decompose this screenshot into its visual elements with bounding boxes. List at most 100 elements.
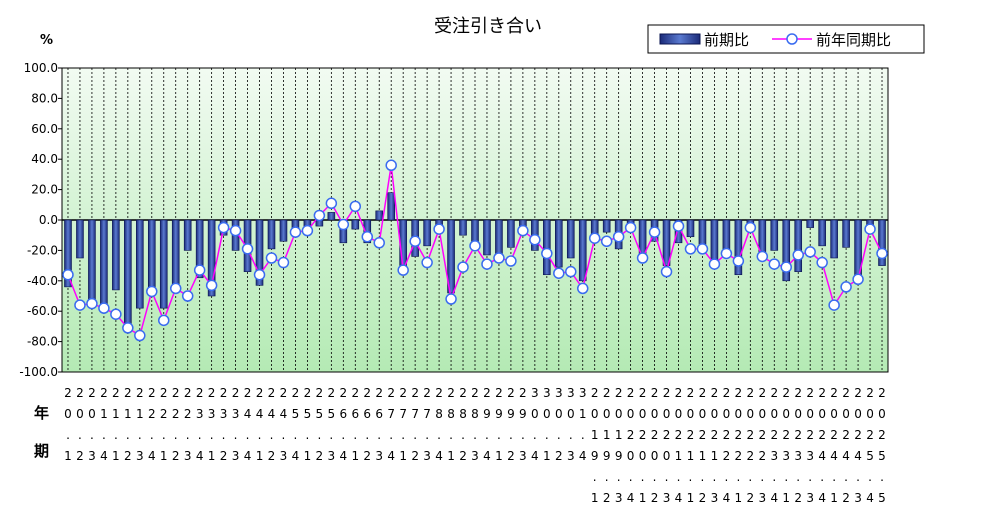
line-marker bbox=[217, 221, 230, 234]
line-marker bbox=[768, 258, 781, 270]
line-marker bbox=[505, 255, 517, 267]
bar bbox=[794, 219, 803, 272]
line-marker bbox=[708, 258, 721, 270]
line-marker bbox=[433, 223, 445, 235]
bar bbox=[64, 219, 72, 288]
x-tick-label: 2020.3 bbox=[660, 386, 674, 512]
line-marker bbox=[205, 279, 218, 292]
y-tick-label: 20.0 bbox=[31, 183, 58, 197]
x-tick-label: 25.3 bbox=[324, 386, 338, 470]
x-tick-label: 2022.1 bbox=[731, 386, 745, 512]
legend: 前期比 前年同期比 bbox=[647, 24, 925, 54]
x-tick-label: 2020.2 bbox=[648, 386, 662, 512]
bar bbox=[207, 219, 216, 297]
x-tick-label: 2019.2 bbox=[600, 386, 614, 512]
bar bbox=[195, 219, 204, 279]
line-marker bbox=[110, 308, 122, 320]
line-marker bbox=[684, 243, 697, 255]
y-tick-label: -100.0 bbox=[19, 365, 58, 379]
line-marker bbox=[62, 268, 74, 281]
bar bbox=[279, 219, 288, 242]
line-marker bbox=[158, 314, 170, 327]
line-marker bbox=[481, 258, 493, 270]
line-marker bbox=[169, 282, 182, 295]
x-tick-label: 26.1 bbox=[348, 386, 362, 470]
line-marker bbox=[816, 256, 828, 269]
x-tick-label: 2019.1 bbox=[588, 386, 602, 512]
legend-label: 前年同期比 bbox=[816, 31, 891, 49]
x-tick-label: 2021.3 bbox=[707, 386, 721, 512]
bar bbox=[387, 192, 396, 221]
x-tick-label: 26.2 bbox=[360, 386, 374, 470]
x-tick-label: 24.2 bbox=[264, 386, 278, 470]
line-marker bbox=[193, 264, 206, 276]
line-marker bbox=[397, 264, 409, 276]
x-tick-label: 2020.1 bbox=[636, 386, 650, 512]
legend-marker bbox=[786, 33, 798, 45]
x-tick-label: 28.2 bbox=[456, 386, 470, 470]
bar bbox=[710, 219, 719, 263]
x-tick-label: 2021.1 bbox=[683, 386, 697, 512]
x-tick-label: 20.3 bbox=[85, 386, 99, 470]
bar bbox=[722, 219, 731, 250]
bar bbox=[806, 219, 814, 228]
line-marker bbox=[409, 235, 421, 248]
line-marker bbox=[517, 224, 529, 237]
x-tick-label: 2023.4 bbox=[767, 386, 781, 512]
x-tick-label: 29.3 bbox=[516, 386, 530, 470]
bar bbox=[818, 219, 826, 247]
legend-swatch bbox=[659, 33, 701, 45]
x-tick-label: 2024.3 bbox=[851, 386, 865, 512]
x-label-quarter: 期 bbox=[34, 442, 49, 460]
line-marker bbox=[720, 247, 733, 260]
bar bbox=[734, 219, 743, 276]
line-marker bbox=[600, 235, 613, 248]
line-marker bbox=[146, 285, 158, 298]
bar bbox=[171, 219, 180, 285]
bar bbox=[578, 219, 587, 282]
line-marker bbox=[576, 282, 589, 295]
bar bbox=[483, 219, 491, 256]
line-marker bbox=[301, 224, 314, 237]
y-tick-label: -60.0 bbox=[27, 304, 58, 318]
x-tick-label: 22.3 bbox=[181, 386, 195, 470]
x-tick-label: 2020.4 bbox=[624, 386, 638, 512]
bar bbox=[602, 219, 611, 233]
line-marker bbox=[780, 261, 792, 273]
bar bbox=[136, 219, 144, 309]
line-marker bbox=[325, 197, 338, 210]
line-marker bbox=[828, 299, 840, 311]
line-marker bbox=[756, 250, 769, 263]
line-marker bbox=[792, 249, 804, 261]
bar bbox=[255, 219, 264, 286]
x-tick-label: 2023.2 bbox=[791, 386, 805, 512]
line-marker bbox=[457, 261, 469, 273]
line-marker bbox=[134, 329, 146, 342]
line-marker bbox=[565, 265, 577, 278]
line-marker bbox=[98, 302, 110, 314]
line-marker bbox=[541, 247, 553, 260]
line-marker bbox=[624, 221, 637, 234]
line-marker bbox=[289, 226, 302, 238]
x-tick-label: 2023.1 bbox=[779, 386, 793, 512]
line-marker bbox=[672, 220, 685, 232]
x-tick-label: 20.1 bbox=[61, 386, 75, 470]
x-tick-label: 25.2 bbox=[312, 386, 326, 470]
x-tick-label: 28.4 bbox=[432, 386, 446, 470]
x-tick-label: 30.4 bbox=[528, 386, 542, 470]
x-tick-label: 2019.3 bbox=[612, 386, 626, 512]
line-marker bbox=[122, 322, 134, 334]
x-tick-label: 22.2 bbox=[169, 386, 183, 470]
x-tick-label: 26.4 bbox=[336, 386, 350, 470]
bar bbox=[782, 219, 791, 282]
bar bbox=[698, 219, 707, 245]
line-marker bbox=[732, 255, 745, 267]
line-marker bbox=[229, 224, 242, 237]
x-tick-label: 23.4 bbox=[193, 386, 207, 470]
line-marker bbox=[253, 268, 266, 281]
line-marker bbox=[636, 252, 649, 264]
line-marker bbox=[864, 223, 876, 235]
x-tick-label: 23.1 bbox=[205, 386, 219, 470]
x-tick-label: 29.4 bbox=[480, 386, 494, 470]
line-marker bbox=[181, 290, 194, 302]
